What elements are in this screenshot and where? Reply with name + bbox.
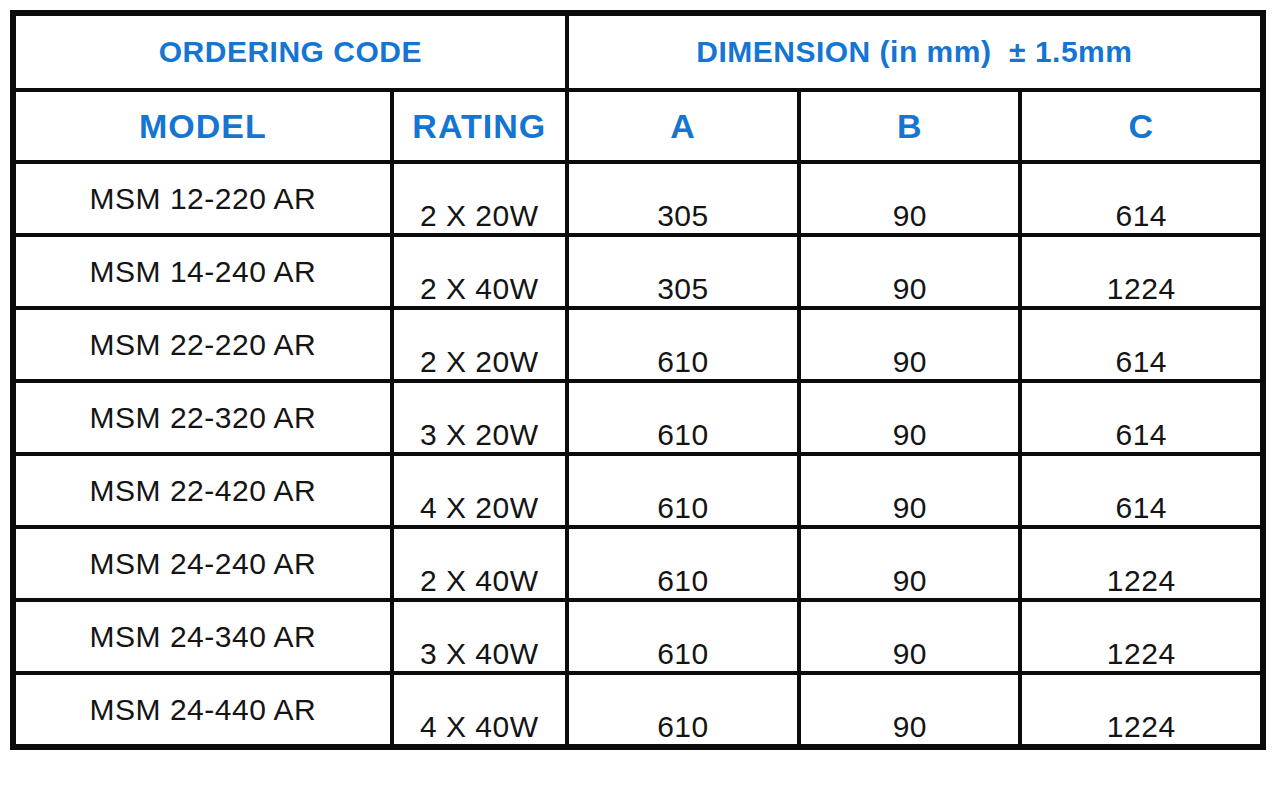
rating-cell: 3 X 20W xyxy=(392,381,567,454)
dim-a-cell: 610 xyxy=(567,527,799,600)
dim-b-cell: 90 xyxy=(799,162,1020,235)
group-header-row: ORDERING CODE DIMENSION (in mm) ± 1.5mm xyxy=(13,13,1263,90)
model-cell: MSM 24-340 AR xyxy=(13,600,392,673)
dim-b-cell: 90 xyxy=(799,673,1020,747)
model-cell: MSM 22-420 AR xyxy=(13,454,392,527)
dim-b-cell: 90 xyxy=(799,381,1020,454)
table-row: MSM 24-440 AR 4 X 40W 610 90 1224 xyxy=(13,673,1263,747)
table-row: MSM 12-220 AR 2 X 20W 305 90 614 xyxy=(13,162,1263,235)
rating-cell: 4 X 20W xyxy=(392,454,567,527)
dim-a-column-header: A xyxy=(567,90,799,162)
dim-c-cell: 614 xyxy=(1020,454,1263,527)
column-header-row: MODEL RATING A B C xyxy=(13,90,1263,162)
dim-c-cell: 1224 xyxy=(1020,673,1263,747)
rating-cell: 4 X 40W xyxy=(392,673,567,747)
dim-a-cell: 610 xyxy=(567,381,799,454)
model-cell: MSM 22-220 AR xyxy=(13,308,392,381)
dim-a-cell: 610 xyxy=(567,673,799,747)
dim-c-cell: 1224 xyxy=(1020,600,1263,673)
dim-c-cell: 614 xyxy=(1020,381,1263,454)
dim-a-cell: 305 xyxy=(567,162,799,235)
rating-cell: 2 X 20W xyxy=(392,308,567,381)
dim-a-cell: 610 xyxy=(567,600,799,673)
dim-b-cell: 90 xyxy=(799,527,1020,600)
dim-a-cell: 305 xyxy=(567,235,799,308)
model-cell: MSM 24-440 AR xyxy=(13,673,392,747)
dim-c-cell: 614 xyxy=(1020,308,1263,381)
rating-cell: 2 X 40W xyxy=(392,527,567,600)
rating-cell: 3 X 40W xyxy=(392,600,567,673)
table-row: MSM 22-220 AR 2 X 20W 610 90 614 xyxy=(13,308,1263,381)
ordering-dimension-table: ORDERING CODE DIMENSION (in mm) ± 1.5mm … xyxy=(10,10,1266,750)
model-cell: MSM 22-320 AR xyxy=(13,381,392,454)
ordering-code-header: ORDERING CODE xyxy=(13,13,567,90)
dim-b-cell: 90 xyxy=(799,454,1020,527)
table-row: MSM 24-340 AR 3 X 40W 610 90 1224 xyxy=(13,600,1263,673)
rating-column-header: RATING xyxy=(392,90,567,162)
dim-c-cell: 1224 xyxy=(1020,527,1263,600)
model-cell: MSM 12-220 AR xyxy=(13,162,392,235)
dim-c-cell: 1224 xyxy=(1020,235,1263,308)
model-cell: MSM 24-240 AR xyxy=(13,527,392,600)
table-row: MSM 14-240 AR 2 X 40W 305 90 1224 xyxy=(13,235,1263,308)
dim-c-column-header: C xyxy=(1020,90,1263,162)
dim-b-cell: 90 xyxy=(799,308,1020,381)
dim-b-cell: 90 xyxy=(799,235,1020,308)
model-cell: MSM 14-240 AR xyxy=(13,235,392,308)
dim-b-cell: 90 xyxy=(799,600,1020,673)
dim-c-cell: 614 xyxy=(1020,162,1263,235)
model-column-header: MODEL xyxy=(13,90,392,162)
rating-cell: 2 X 40W xyxy=(392,235,567,308)
dim-b-column-header: B xyxy=(799,90,1020,162)
table-row: MSM 24-240 AR 2 X 40W 610 90 1224 xyxy=(13,527,1263,600)
dim-a-cell: 610 xyxy=(567,454,799,527)
table-row: MSM 22-320 AR 3 X 20W 610 90 614 xyxy=(13,381,1263,454)
dimension-header: DIMENSION (in mm) ± 1.5mm xyxy=(567,13,1263,90)
rating-cell: 2 X 20W xyxy=(392,162,567,235)
table-row: MSM 22-420 AR 4 X 20W 610 90 614 xyxy=(13,454,1263,527)
dim-a-cell: 610 xyxy=(567,308,799,381)
